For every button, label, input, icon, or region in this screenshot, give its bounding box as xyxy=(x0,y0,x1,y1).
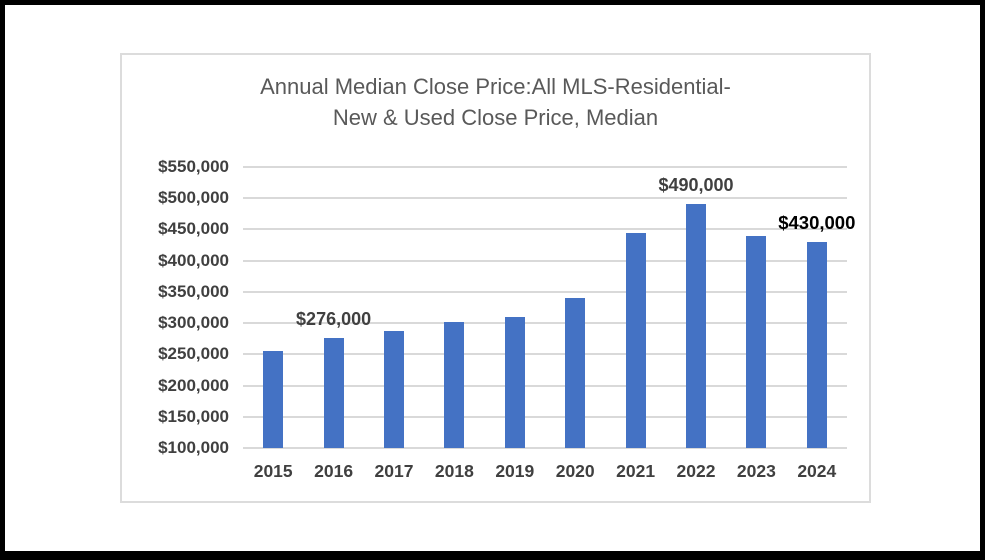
x-axis-tick-label: 2024 xyxy=(797,461,837,481)
x-axis-tick-label: 2020 xyxy=(555,461,595,481)
x-axis-tick-label: 2016 xyxy=(314,461,354,481)
bar-2024 xyxy=(806,241,827,448)
gridline xyxy=(243,290,847,293)
y-axis-tick-label: $250,000 xyxy=(158,344,229,364)
x-axis-tick-label: 2023 xyxy=(736,461,776,481)
data-label-2024: $430,000 xyxy=(778,211,856,233)
bar-2021 xyxy=(625,232,646,448)
data-label-2022: $490,000 xyxy=(658,175,734,196)
y-axis-tick-label: $300,000 xyxy=(158,313,229,333)
chart-title-line1: Annual Median Close Price:All MLS-Reside… xyxy=(260,74,731,99)
gridline xyxy=(243,353,847,356)
gridline xyxy=(243,447,847,449)
bar-2022 xyxy=(686,204,706,448)
gridline xyxy=(243,197,847,200)
y-axis-tick-label: $500,000 xyxy=(158,188,229,208)
y-axis-tick-label: $150,000 xyxy=(158,406,229,426)
y-axis-tick-label: $550,000 xyxy=(158,157,229,176)
x-axis-tick-label: 2018 xyxy=(434,461,474,481)
gridline xyxy=(243,228,847,231)
chart-title: Annual Median Close Price:All MLS-Reside… xyxy=(122,71,869,133)
chart-container: Annual Median Close Price:All MLS-Reside… xyxy=(120,53,871,503)
plot-area: $550,000 $500,000 $450,000 $400,000 $350,000… xyxy=(158,157,855,481)
document-page: Annual Median Close Price:All MLS-Reside… xyxy=(5,5,980,551)
data-label-2016: $276,000 xyxy=(296,309,372,330)
y-axis-tick-label: $100,000 xyxy=(158,438,229,457)
x-axis-tick-label: 2021 xyxy=(616,461,656,481)
y-axis-tick-label: $350,000 xyxy=(158,281,229,301)
x-axis-tick-label: 2017 xyxy=(374,461,414,481)
gridline xyxy=(243,166,847,168)
x-axis-tick-label: 2019 xyxy=(495,461,535,481)
chart-title-line2: New & Used Close Price, Median xyxy=(332,105,659,130)
bar-2019 xyxy=(504,316,525,448)
gridline xyxy=(243,322,847,325)
bar-2017 xyxy=(384,330,404,448)
x-axis-tick-label: 2022 xyxy=(676,461,716,481)
bar-2016 xyxy=(323,338,344,448)
gridline xyxy=(243,384,847,387)
bar-2018 xyxy=(444,321,465,448)
bar-2023 xyxy=(746,235,767,448)
y-axis-tick-label: $450,000 xyxy=(158,219,229,239)
bar-2020 xyxy=(565,298,586,448)
y-axis-tick-label: $200,000 xyxy=(158,375,229,395)
y-axis-tick-label: $400,000 xyxy=(158,250,229,270)
x-axis-tick-label: 2015 xyxy=(253,461,293,481)
bar-2015 xyxy=(263,351,284,448)
gridline xyxy=(243,415,847,418)
gridline xyxy=(243,259,847,262)
